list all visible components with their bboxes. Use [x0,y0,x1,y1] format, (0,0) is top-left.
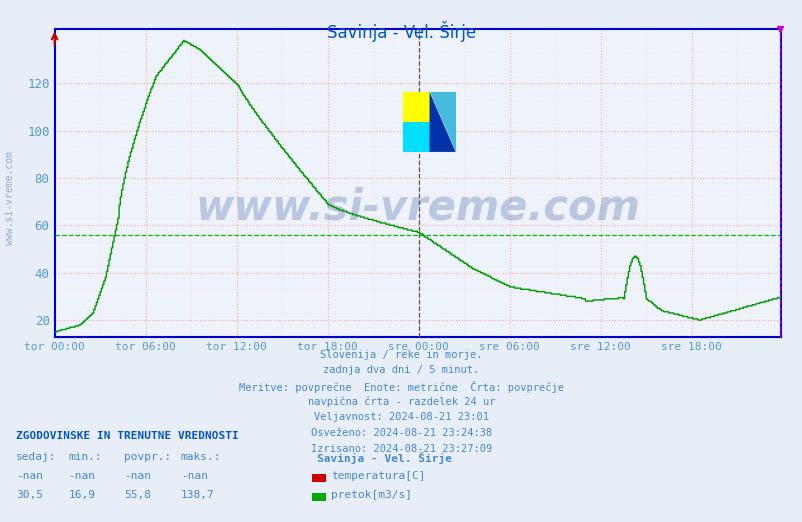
Text: 30,5: 30,5 [16,490,43,500]
Text: zadnja dva dni / 5 minut.: zadnja dva dni / 5 minut. [323,365,479,375]
Polygon shape [403,92,429,122]
Text: pretok[m3/s]: pretok[m3/s] [330,490,411,500]
Text: www.si-vreme.com: www.si-vreme.com [6,151,15,245]
Text: 138,7: 138,7 [180,490,214,500]
Text: ZGODOVINSKE IN TRENUTNE VREDNOSTI: ZGODOVINSKE IN TRENUTNE VREDNOSTI [16,431,238,441]
Text: Veljavnost: 2024-08-21 23:01: Veljavnost: 2024-08-21 23:01 [314,412,488,422]
Text: -nan: -nan [16,471,43,481]
Text: maks.:: maks.: [180,452,221,461]
Polygon shape [403,122,429,152]
Text: www.si-vreme.com: www.si-vreme.com [195,186,640,228]
Text: -nan: -nan [180,471,208,481]
Text: Savinja - Vel. Širje: Savinja - Vel. Širje [326,21,476,42]
Text: sedaj:: sedaj: [16,452,56,461]
Polygon shape [429,92,455,152]
Text: 55,8: 55,8 [124,490,152,500]
Text: Savinja - Vel. Širje: Savinja - Vel. Širje [317,452,452,464]
Text: temperatura[C]: temperatura[C] [330,471,425,481]
Text: Meritve: povprečne  Enote: metrične  Črta: povprečje: Meritve: povprečne Enote: metrične Črta:… [239,381,563,393]
Polygon shape [429,92,455,152]
Text: Osveženo: 2024-08-21 23:24:38: Osveženo: 2024-08-21 23:24:38 [310,428,492,438]
Text: Slovenija / reke in morje.: Slovenija / reke in morje. [320,350,482,360]
Text: povpr.:: povpr.: [124,452,172,461]
Text: min.:: min.: [68,452,102,461]
Text: -nan: -nan [68,471,95,481]
Text: navpična črta - razdelek 24 ur: navpična črta - razdelek 24 ur [307,397,495,407]
Text: Izrisano: 2024-08-21 23:27:09: Izrisano: 2024-08-21 23:27:09 [310,444,492,454]
Text: 16,9: 16,9 [68,490,95,500]
Text: -nan: -nan [124,471,152,481]
